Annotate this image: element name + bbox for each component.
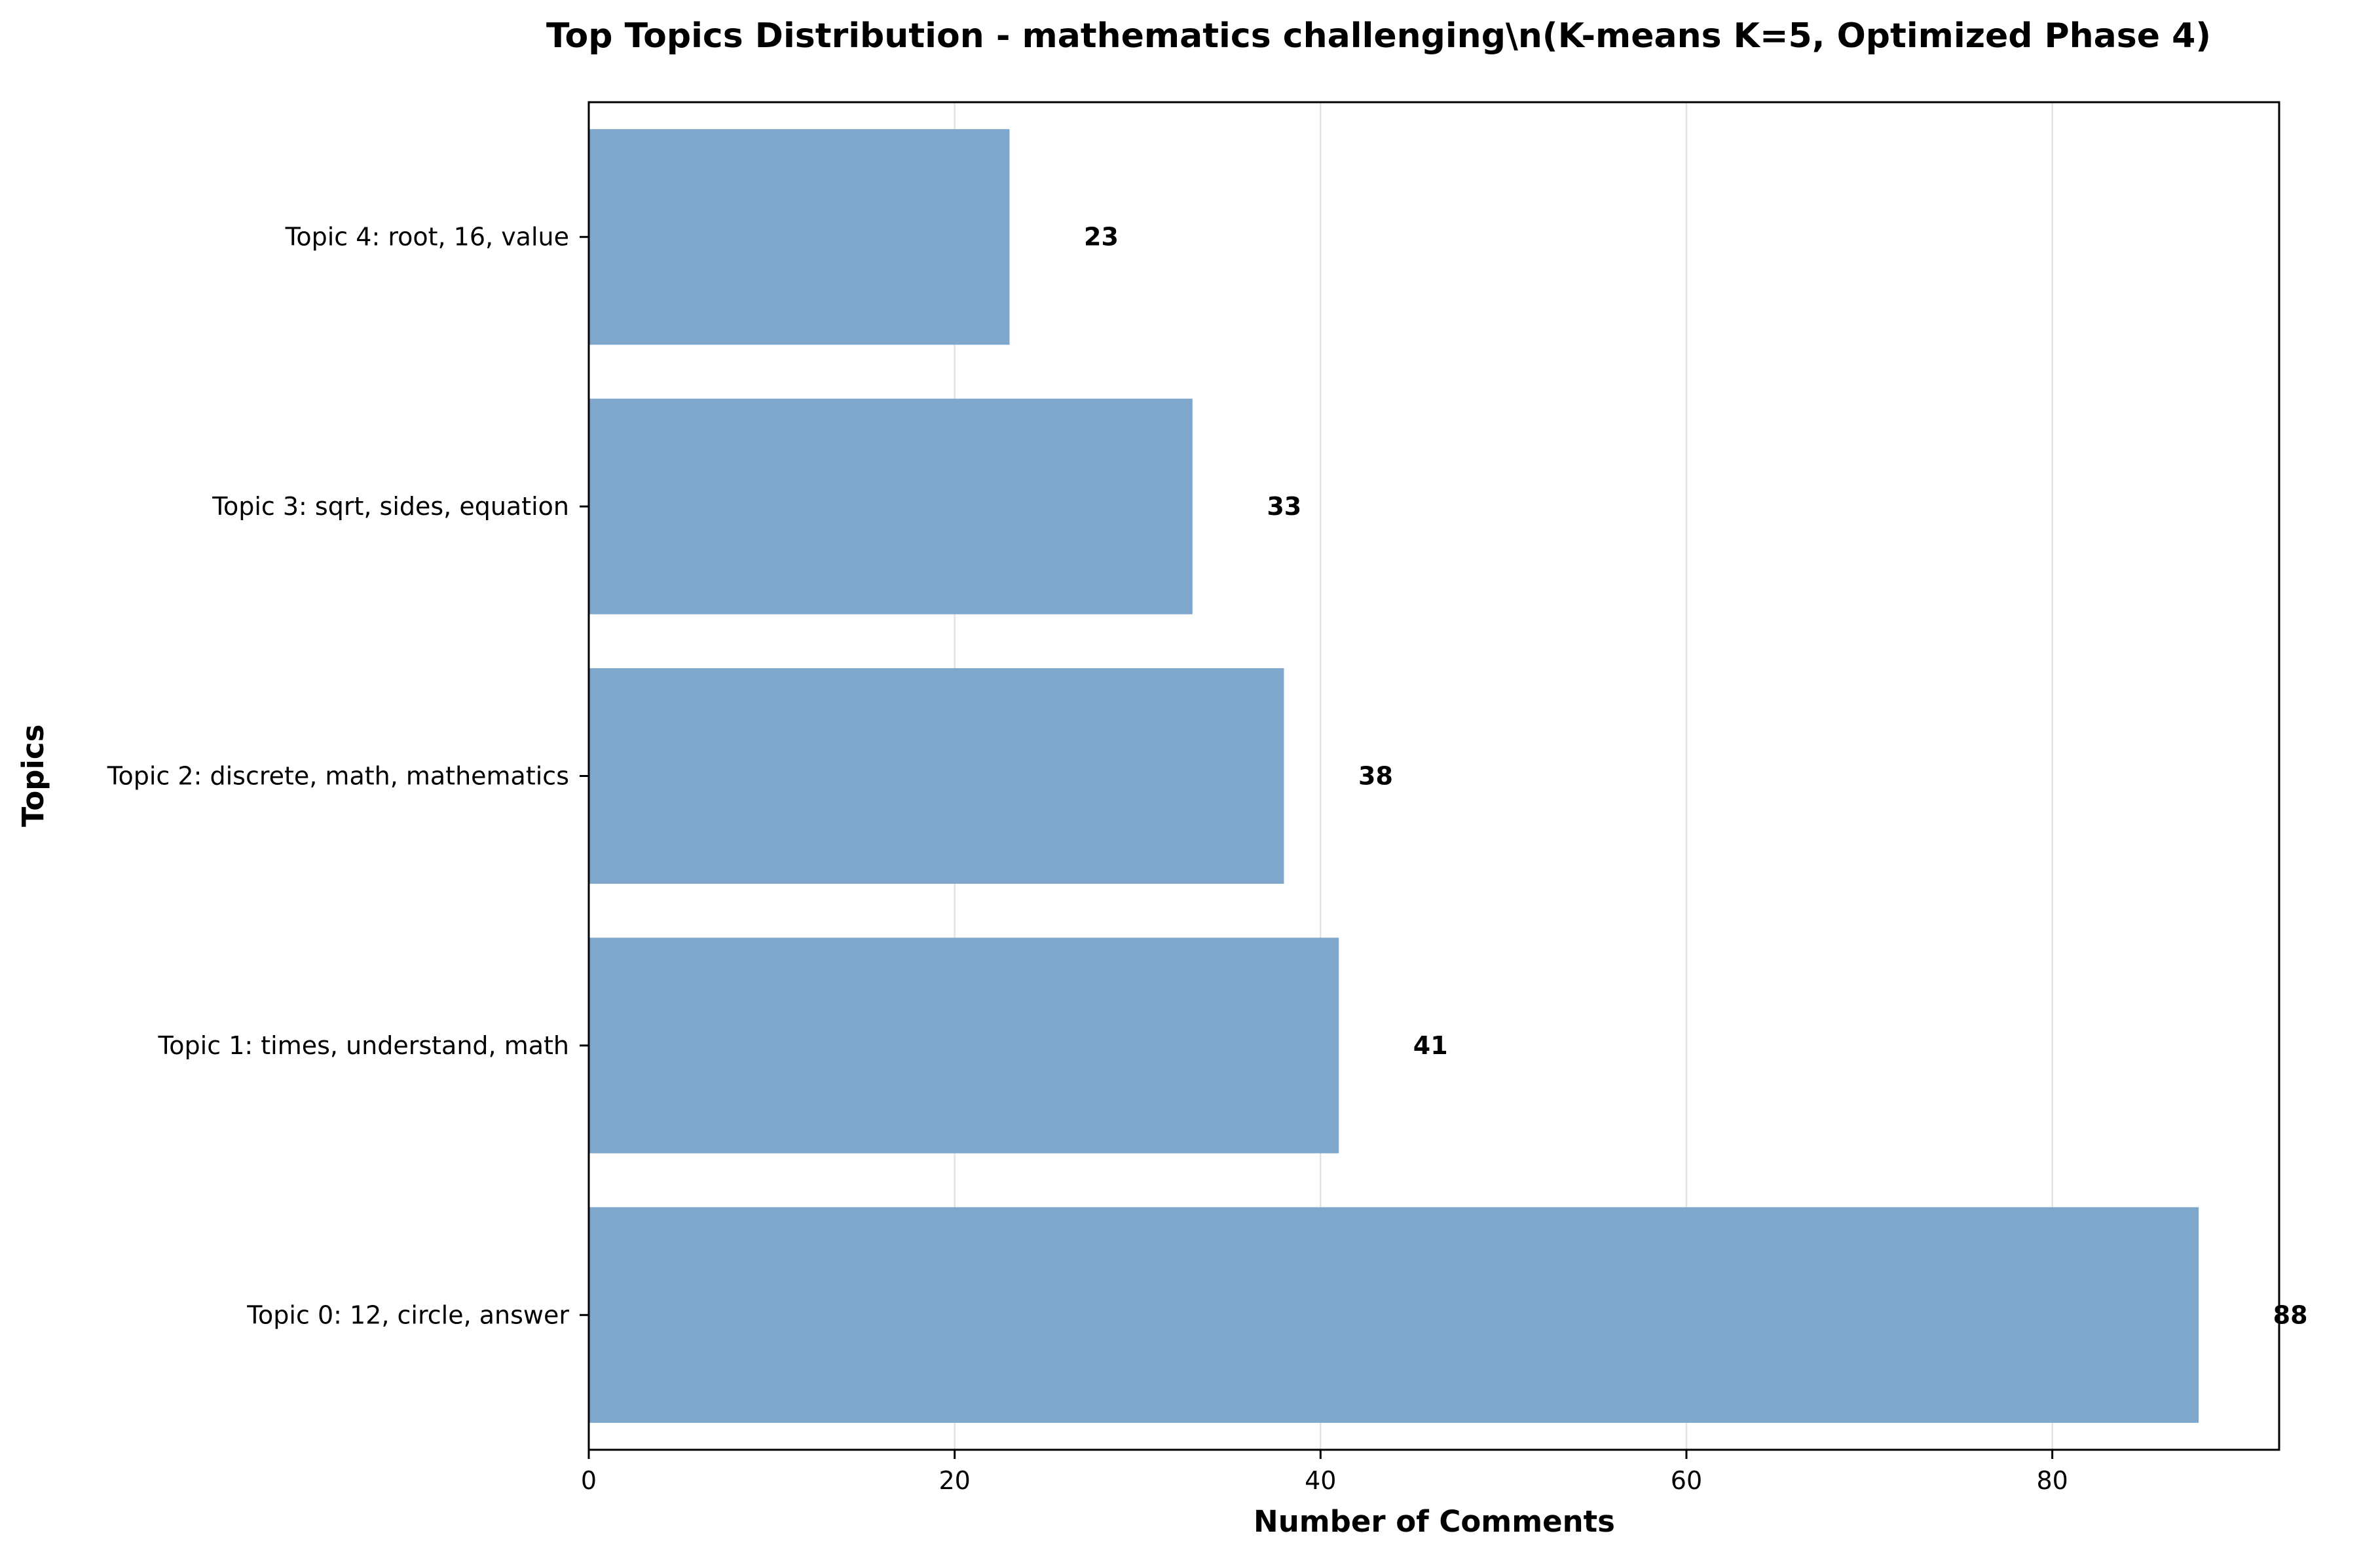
y-tick-label: Topic 4: root, 16, value [285,223,569,252]
y-axis-ticks: Topic 0: 12, circle, answer Topic 1: time… [107,223,589,1329]
x-tick-label: 80 [2036,1466,2068,1495]
y-axis-label: Topics [16,725,50,827]
y-tick-label: Topic 3: sqrt, sides, equation [212,492,569,521]
x-tick-label: 60 [1671,1466,1702,1495]
bars [589,129,2199,1423]
data-label: 23 [1084,223,1119,252]
y-tick-label: Topic 2: discrete, math, mathematics [107,762,569,791]
chart-title: Top Topics Distribution - mathematics ch… [546,16,2211,56]
data-label: 41 [1413,1031,1448,1060]
bar [589,129,1010,345]
bar [589,1207,2199,1423]
data-label: 88 [2273,1300,2308,1329]
data-label: 38 [1358,762,1393,791]
x-tick-label: 0 [581,1466,597,1495]
y-tick-label: Topic 0: 12, circle, answer [246,1300,569,1329]
x-axis-label: Number of Comments [1254,1504,1615,1539]
x-tick-label: 40 [1305,1466,1336,1495]
bar [589,398,1193,614]
data-labels: 88 41 38 33 23 [1084,223,2308,1330]
y-tick-label: Topic 1: times, understand, math [158,1031,569,1060]
x-axis-ticks: 0 20 40 60 80 [581,1450,2068,1495]
bar [589,668,1284,884]
bar [589,937,1339,1154]
data-label: 33 [1267,492,1301,521]
x-tick-label: 20 [939,1466,970,1495]
